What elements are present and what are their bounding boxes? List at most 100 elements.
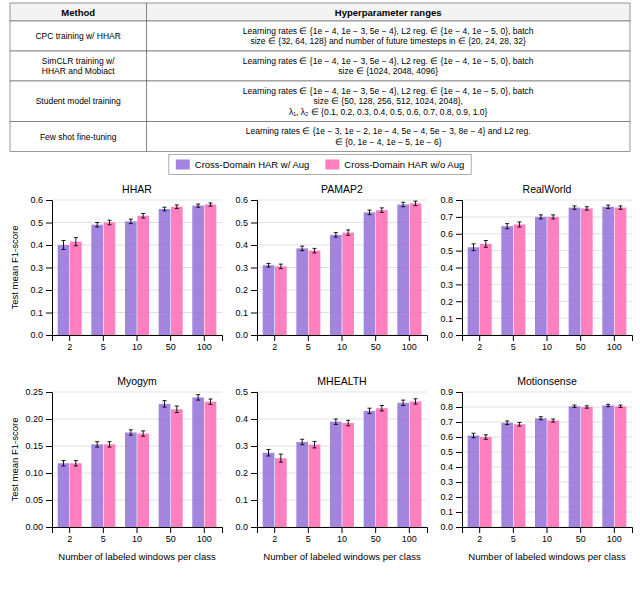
bar — [125, 221, 137, 335]
tick-mark — [46, 392, 52, 393]
series — [58, 204, 204, 335]
tick-label: 0.5 — [30, 218, 43, 228]
tick-label: 0.4 — [30, 240, 43, 250]
tick-mark — [251, 500, 257, 501]
tick-label: 2 — [272, 534, 277, 544]
tick: 10 — [132, 527, 142, 544]
text-line: Hyperparameter ranges — [335, 7, 442, 18]
tick-mark — [46, 527, 52, 528]
bar — [275, 266, 287, 335]
error-bar — [368, 210, 372, 215]
tick-label: 0.3 — [440, 477, 453, 487]
tick: 100 — [607, 335, 622, 352]
bar — [501, 226, 513, 335]
text-line: SimCLR training w/ — [42, 56, 115, 66]
tick-mark — [251, 200, 257, 201]
text-line: CPC training w/ HHAR — [35, 31, 121, 41]
tick-label: 0.0 — [235, 522, 248, 532]
tick-mark — [456, 482, 462, 483]
tick: 0.0 — [235, 522, 257, 532]
tick-mark — [308, 335, 309, 341]
tick-label: 0.0 — [440, 330, 453, 340]
series — [480, 206, 626, 335]
tick: 0.2 — [30, 285, 52, 295]
tick-mark — [342, 527, 343, 533]
bar — [569, 208, 581, 335]
axis-line — [251, 201, 258, 336]
tick-mark — [137, 527, 138, 533]
bar — [615, 208, 627, 335]
bar — [91, 225, 103, 335]
tick-mark — [46, 500, 52, 501]
bar — [410, 203, 422, 335]
subplot: 0.00.10.20.30.40.50.60.70.8251050100Real… — [440, 183, 632, 352]
tick-mark — [251, 313, 257, 314]
tick-label: 0.4 — [235, 414, 248, 424]
legend: Cross-Domain HAR w/ AugCross-Domain HAR … — [169, 155, 471, 175]
error-bar — [380, 208, 384, 213]
tick: 0.05 — [25, 495, 52, 505]
tick-mark — [342, 335, 343, 341]
tick-label: 100 — [607, 342, 622, 352]
error-bar — [74, 461, 78, 466]
series — [70, 399, 216, 527]
figure: MethodHyperparameter rangesCPC training … — [0, 0, 640, 608]
y-axis: 0.00.10.20.30.40.50.6 — [235, 195, 257, 340]
bar — [547, 217, 559, 335]
series — [468, 404, 614, 527]
y-axis: 0.00.10.20.30.40.5 — [235, 387, 257, 532]
tick: 0.3 — [235, 263, 257, 273]
bar — [70, 242, 82, 335]
chart-title: Myogym — [117, 375, 157, 387]
tick: 0.0 — [440, 522, 462, 532]
text-line: size ∈ {50, 128, 256, 512, 1024, 2048}, — [314, 96, 463, 106]
bar — [171, 409, 183, 527]
bar — [159, 404, 171, 527]
error-bar — [74, 238, 78, 246]
bar — [397, 403, 409, 527]
text-line: λ₁, λ₂ ∈ {0.1, 0.2, 0.3, 0.4, 0.5, 0.6, … — [289, 107, 488, 117]
bar — [137, 216, 149, 335]
tick-label: 0.0 — [440, 522, 453, 532]
tick-mark — [46, 313, 52, 314]
tick-mark — [547, 335, 548, 341]
tick: 2 — [477, 527, 482, 544]
error-bar — [95, 223, 99, 228]
tick-mark — [456, 268, 462, 269]
table-cell — [10, 51, 146, 81]
bar — [91, 444, 103, 527]
tick: 0.4 — [235, 240, 257, 250]
bar — [104, 444, 116, 527]
tick-mark — [46, 473, 52, 474]
tick-label: 0.5 — [440, 447, 453, 457]
tick: 2 — [67, 335, 72, 352]
series — [275, 201, 421, 335]
subplot: 0.00.10.20.30.40.5251050100MHEALTHNumber… — [235, 375, 427, 562]
error-bar — [551, 419, 555, 422]
tick-label: 5 — [511, 342, 516, 352]
series — [480, 405, 626, 527]
tick: 5 — [511, 335, 516, 352]
error-bar — [95, 442, 99, 447]
chart-title: RealWorld — [523, 183, 572, 195]
tick: 100 — [197, 335, 212, 352]
tick: 0.4 — [440, 462, 462, 472]
tick-mark — [251, 223, 257, 224]
legend-swatch — [176, 160, 190, 170]
bar — [480, 437, 492, 527]
error-bar — [312, 441, 316, 447]
tick: 0.20 — [25, 414, 52, 424]
y-axis: 0.000.050.100.150.200.25 — [25, 387, 52, 532]
tick-mark — [409, 335, 410, 341]
grid-line — [257, 392, 427, 393]
tick-label: 0.7 — [440, 417, 453, 427]
table-text: Learning rates ∈ {1e − 3, 1e − 2, 1e − 4… — [246, 126, 531, 147]
tick-label: 5 — [306, 534, 311, 544]
table-text: SimCLR training w/HHAR and Mobiact — [42, 56, 115, 77]
tick: 50 — [576, 335, 586, 352]
bar — [263, 453, 275, 527]
tick-label: 0.00 — [25, 522, 43, 532]
tick-label: 0.2 — [235, 285, 248, 295]
tick-mark — [456, 422, 462, 423]
grid-line — [462, 392, 632, 393]
